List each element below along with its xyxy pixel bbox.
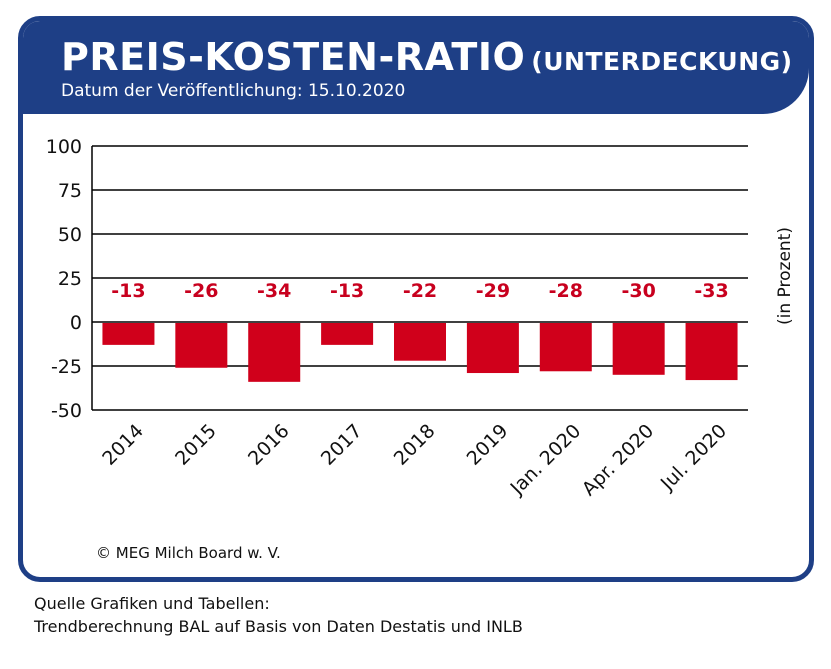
publication-date: Datum der Veröffentlichung: 15.10.2020 xyxy=(61,81,406,101)
data-label: -33 xyxy=(694,280,728,302)
x-tick-label: 2017 xyxy=(317,420,367,470)
bar xyxy=(175,323,228,368)
data-label: -26 xyxy=(184,280,218,302)
x-tick-label: 2019 xyxy=(463,420,513,470)
x-tick-label: Jul. 2020 xyxy=(656,420,731,495)
y-tick-label: -50 xyxy=(51,400,82,422)
chart-card: PREIS-KOSTEN-RATIO (UNTERDECKUNG) Datum d… xyxy=(18,16,814,582)
source-note: Quelle Grafiken und Tabellen: Trendberec… xyxy=(34,592,523,638)
bar xyxy=(321,323,374,345)
bar xyxy=(539,323,592,372)
x-tick-label: 2015 xyxy=(171,420,221,470)
bar xyxy=(685,323,738,381)
y-axis-label: (in Prozent) xyxy=(775,227,795,325)
y-tick-label: 50 xyxy=(58,224,82,246)
data-label: -22 xyxy=(403,280,437,302)
x-tick-label: 2018 xyxy=(390,420,440,470)
header-banner: PREIS-KOSTEN-RATIO (UNTERDECKUNG) Datum d… xyxy=(23,21,809,114)
y-tick-label: 0 xyxy=(70,312,82,334)
data-label: -13 xyxy=(330,280,364,302)
x-tick-label: 2014 xyxy=(98,420,148,470)
source-line-2: Trendberechnung BAL auf Basis von Daten … xyxy=(34,617,523,636)
source-line-1: Quelle Grafiken und Tabellen: xyxy=(34,594,270,613)
data-label: -28 xyxy=(549,280,583,302)
data-label: -34 xyxy=(257,280,291,302)
x-tick-label: Jan. 2020 xyxy=(506,420,586,500)
bar xyxy=(102,323,155,345)
bar xyxy=(612,323,665,375)
data-label: -30 xyxy=(622,280,656,302)
x-tick-label: 2016 xyxy=(244,420,294,470)
y-tick-label: 75 xyxy=(58,180,82,202)
bar xyxy=(466,323,519,374)
bar xyxy=(248,323,301,382)
data-label: -13 xyxy=(111,280,145,302)
copyright-note: © MEG Milch Board w. V. xyxy=(96,544,281,562)
x-tick-label: Apr. 2020 xyxy=(578,420,658,500)
data-label: -29 xyxy=(476,280,510,302)
bar xyxy=(394,323,446,361)
title-main: PREIS-KOSTEN-RATIO xyxy=(61,35,526,79)
y-tick-label: 100 xyxy=(46,136,82,158)
chart-title: PREIS-KOSTEN-RATIO (UNTERDECKUNG) xyxy=(61,35,793,79)
y-tick-label: 25 xyxy=(58,268,82,290)
y-tick-label: -25 xyxy=(51,356,82,378)
title-sub: (UNTERDECKUNG) xyxy=(531,47,793,76)
